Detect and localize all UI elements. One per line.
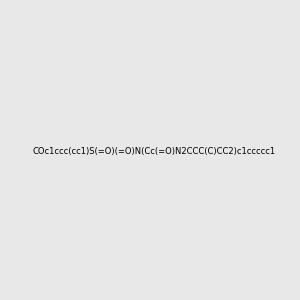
Text: COc1ccc(cc1)S(=O)(=O)N(Cc(=O)N2CCC(C)CC2)c1ccccc1: COc1ccc(cc1)S(=O)(=O)N(Cc(=O)N2CCC(C)CC2… [32,147,275,156]
